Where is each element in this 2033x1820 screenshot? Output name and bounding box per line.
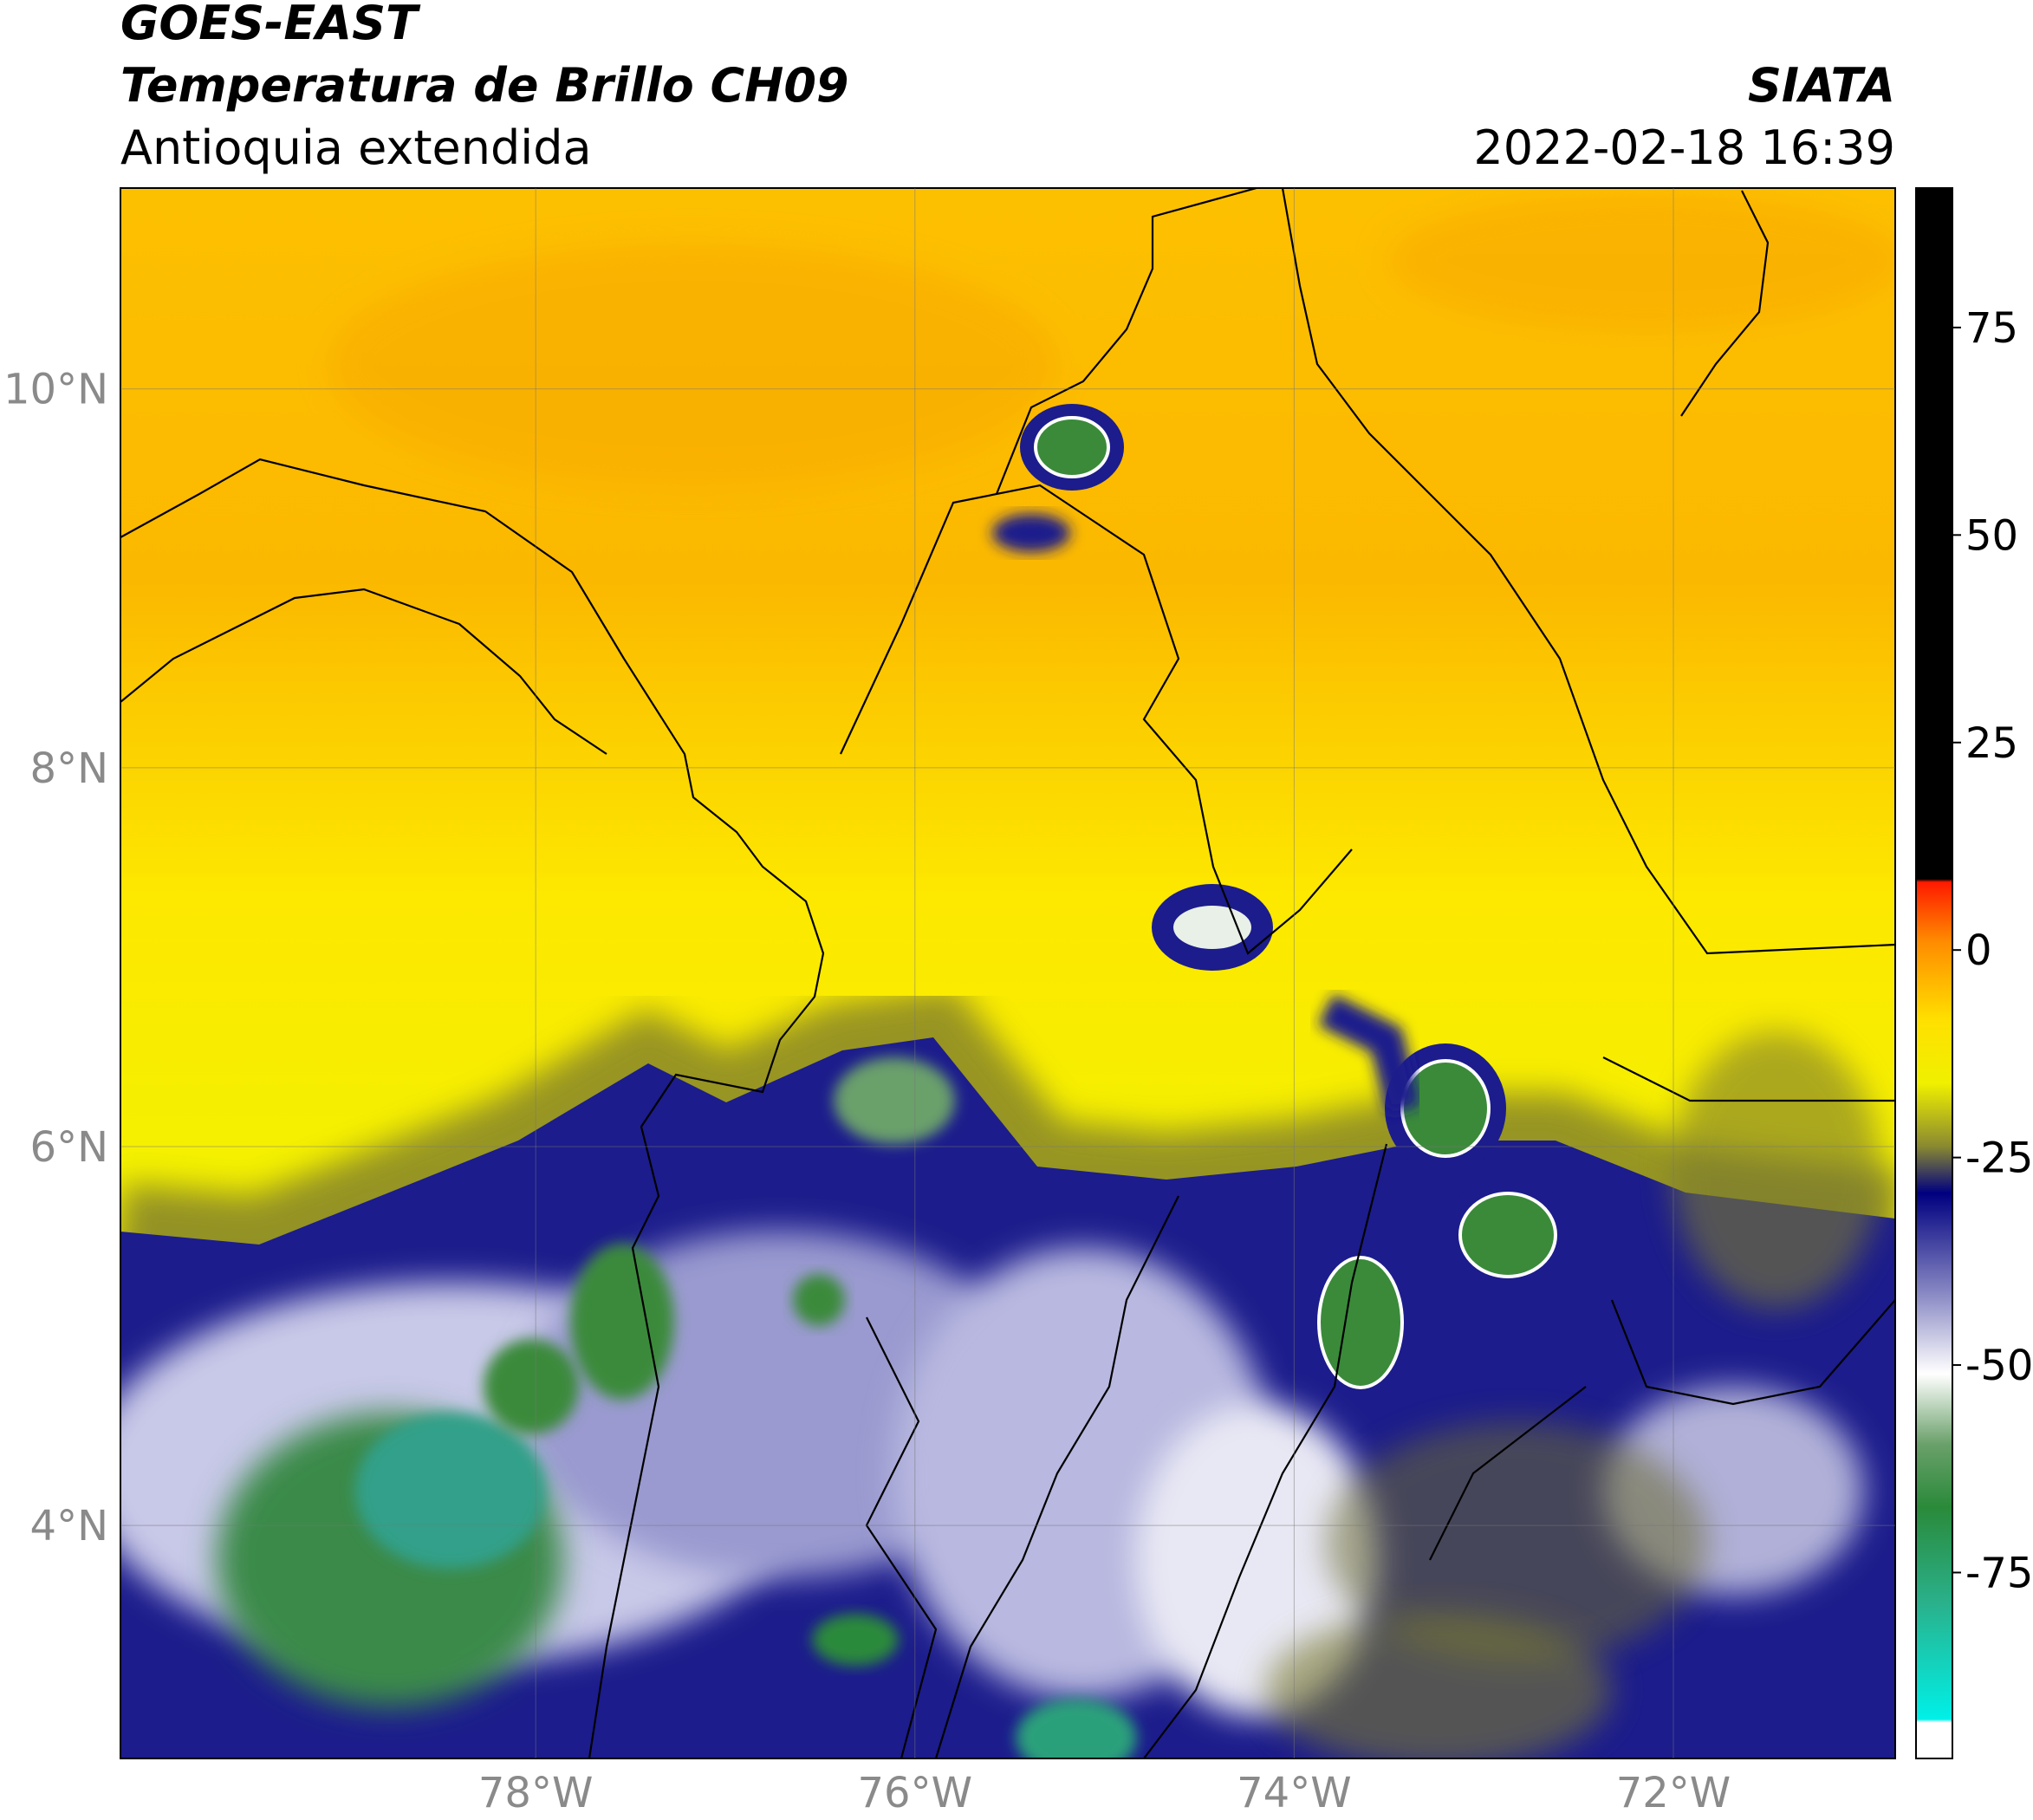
colorbar-tick-label: 50 bbox=[1965, 511, 2018, 560]
lat-tick-label: 6°N bbox=[30, 1123, 108, 1172]
lat-tick-label: 10°N bbox=[3, 366, 108, 414]
colorbar-tick-label: 25 bbox=[1965, 719, 2018, 768]
datetime: 2022-02-18 16:39 bbox=[1473, 120, 1895, 175]
colorbar-tick-label: -50 bbox=[1965, 1342, 2033, 1390]
map-frame bbox=[120, 187, 1896, 1759]
title: GOES-EAST bbox=[120, 0, 421, 50]
map-imagery bbox=[120, 188, 1895, 1758]
subtitle: Temperatura de Brillo CH09 bbox=[120, 58, 849, 113]
lon-tick-label: 78°W bbox=[478, 1769, 594, 1817]
lat-tick-label: 8°N bbox=[30, 744, 108, 793]
colorbar-tick-label: -75 bbox=[1965, 1549, 2033, 1597]
lon-tick-label: 72°W bbox=[1616, 1769, 1731, 1817]
colorbar-tick-label: 0 bbox=[1965, 926, 1992, 975]
source: SIATA bbox=[1748, 58, 1895, 113]
region: Antioquia extendida bbox=[120, 120, 592, 175]
lat-tick-label: 4°N bbox=[30, 1502, 108, 1550]
colorbar-tick-label: 75 bbox=[1965, 304, 2018, 353]
lon-tick-label: 76°W bbox=[858, 1769, 973, 1817]
colorbar-tick-label: -25 bbox=[1965, 1134, 2033, 1183]
colorbar bbox=[1915, 187, 1953, 1759]
lon-tick-label: 74°W bbox=[1237, 1769, 1352, 1817]
